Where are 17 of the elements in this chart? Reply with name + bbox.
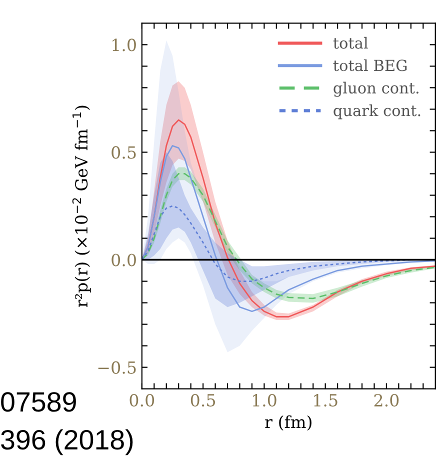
x-tick-label: 0.5 xyxy=(190,394,216,407)
y-tick-label: 0.5 xyxy=(112,146,136,159)
text: 07589 xyxy=(1,392,76,412)
y-tick-label: −0.5 xyxy=(98,361,136,374)
x-axis-title: r (fm) xyxy=(265,415,312,431)
legend-label: quark cont. xyxy=(334,104,420,120)
x-tick-label: 0.0 xyxy=(130,394,154,407)
legend-label: total BEG xyxy=(333,59,407,72)
legend-label: total xyxy=(333,36,368,49)
x-tick-label: 1.0 xyxy=(252,394,276,407)
text: 396 (2018) xyxy=(1,429,133,456)
x-tick-label: 1.5 xyxy=(314,394,338,407)
x-tick-label: 2.0 xyxy=(374,394,399,407)
y-tick-label: 0.0 xyxy=(112,254,136,266)
legend-label: gluon cont. xyxy=(334,82,418,97)
y-tick-label: 1.0 xyxy=(112,38,136,52)
y-axis-title: r²p(r) (×10$^{−2}$ GeV fm$^{−1}$) xyxy=(72,106,91,308)
